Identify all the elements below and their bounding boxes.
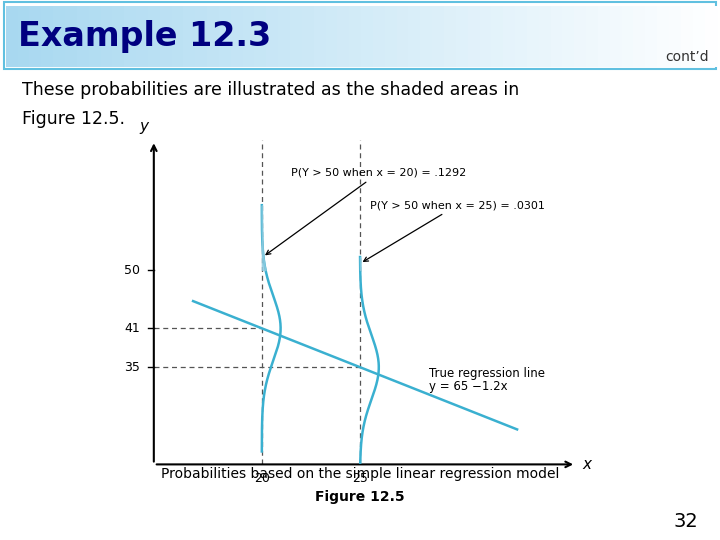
Text: Example 12.3: Example 12.3 [18, 20, 271, 53]
Text: y: y [140, 119, 148, 134]
Bar [171, 6, 185, 67]
Bar [645, 6, 659, 67]
Bar [575, 6, 588, 67]
Text: 41: 41 [125, 322, 140, 335]
Text: 50: 50 [124, 264, 140, 276]
Bar [101, 6, 114, 67]
Bar [456, 6, 469, 67]
Bar [65, 6, 78, 67]
Bar [491, 6, 505, 67]
Text: These probabilities are illustrated as the shaded areas in: These probabilities are illustrated as t… [22, 82, 519, 99]
Text: 20: 20 [254, 472, 270, 485]
Bar [254, 6, 268, 67]
Bar [184, 6, 197, 67]
Bar [207, 6, 220, 67]
Bar [124, 6, 138, 67]
Bar [432, 6, 446, 67]
Bar [148, 6, 161, 67]
Bar [366, 6, 715, 67]
Bar [503, 6, 516, 67]
Bar [669, 6, 683, 67]
Text: Figure 12.5.: Figure 12.5. [22, 110, 125, 128]
Bar [527, 6, 540, 67]
Text: P(Y > 50 when x = 20) = .1292: P(Y > 50 when x = 20) = .1292 [266, 168, 467, 254]
Bar [657, 6, 670, 67]
Bar [290, 6, 303, 67]
Bar [420, 6, 433, 67]
Bar [397, 6, 410, 67]
Bar [77, 6, 90, 67]
Bar [53, 6, 66, 67]
Bar [136, 6, 149, 67]
Bar [314, 6, 327, 67]
Bar [266, 6, 279, 67]
Text: True regression line: True regression line [428, 367, 545, 380]
Text: P(Y > 50 when x = 25) = .0301: P(Y > 50 when x = 25) = .0301 [364, 200, 545, 261]
Bar [515, 6, 528, 67]
Bar [681, 6, 694, 67]
Text: Figure 12.5: Figure 12.5 [315, 490, 405, 503]
Bar [302, 6, 315, 67]
Text: 25: 25 [352, 472, 368, 485]
Bar [468, 6, 481, 67]
Bar [539, 6, 552, 67]
Bar [278, 6, 292, 67]
Text: x: x [582, 457, 591, 472]
Bar [598, 6, 611, 67]
Bar [243, 6, 256, 67]
Bar [610, 6, 623, 67]
Bar [705, 6, 718, 67]
Bar [112, 6, 125, 67]
Bar [361, 6, 374, 67]
Bar [444, 6, 457, 67]
Bar [693, 6, 706, 67]
Bar [621, 6, 635, 67]
Bar [17, 6, 31, 67]
Bar [6, 6, 19, 67]
Bar [562, 6, 576, 67]
Text: cont’d: cont’d [665, 50, 709, 64]
Bar [89, 6, 102, 67]
Bar [231, 6, 244, 67]
Text: 35: 35 [124, 361, 140, 374]
Bar [30, 6, 42, 67]
Bar [408, 6, 422, 67]
Bar [41, 6, 55, 67]
Text: y = 65 −1.2x: y = 65 −1.2x [428, 380, 508, 393]
Bar [195, 6, 209, 67]
Bar [219, 6, 233, 67]
Bar [6, 6, 366, 67]
Bar [480, 6, 492, 67]
Bar [586, 6, 599, 67]
Text: Probabilities based on the simple linear regression model: Probabilities based on the simple linear… [161, 467, 559, 481]
Bar [160, 6, 173, 67]
Bar [384, 6, 398, 67]
Bar [349, 6, 362, 67]
Bar [325, 6, 339, 67]
Bar [373, 6, 386, 67]
Bar [338, 6, 351, 67]
Text: 32: 32 [674, 511, 698, 531]
Bar [551, 6, 564, 67]
Bar [634, 6, 647, 67]
